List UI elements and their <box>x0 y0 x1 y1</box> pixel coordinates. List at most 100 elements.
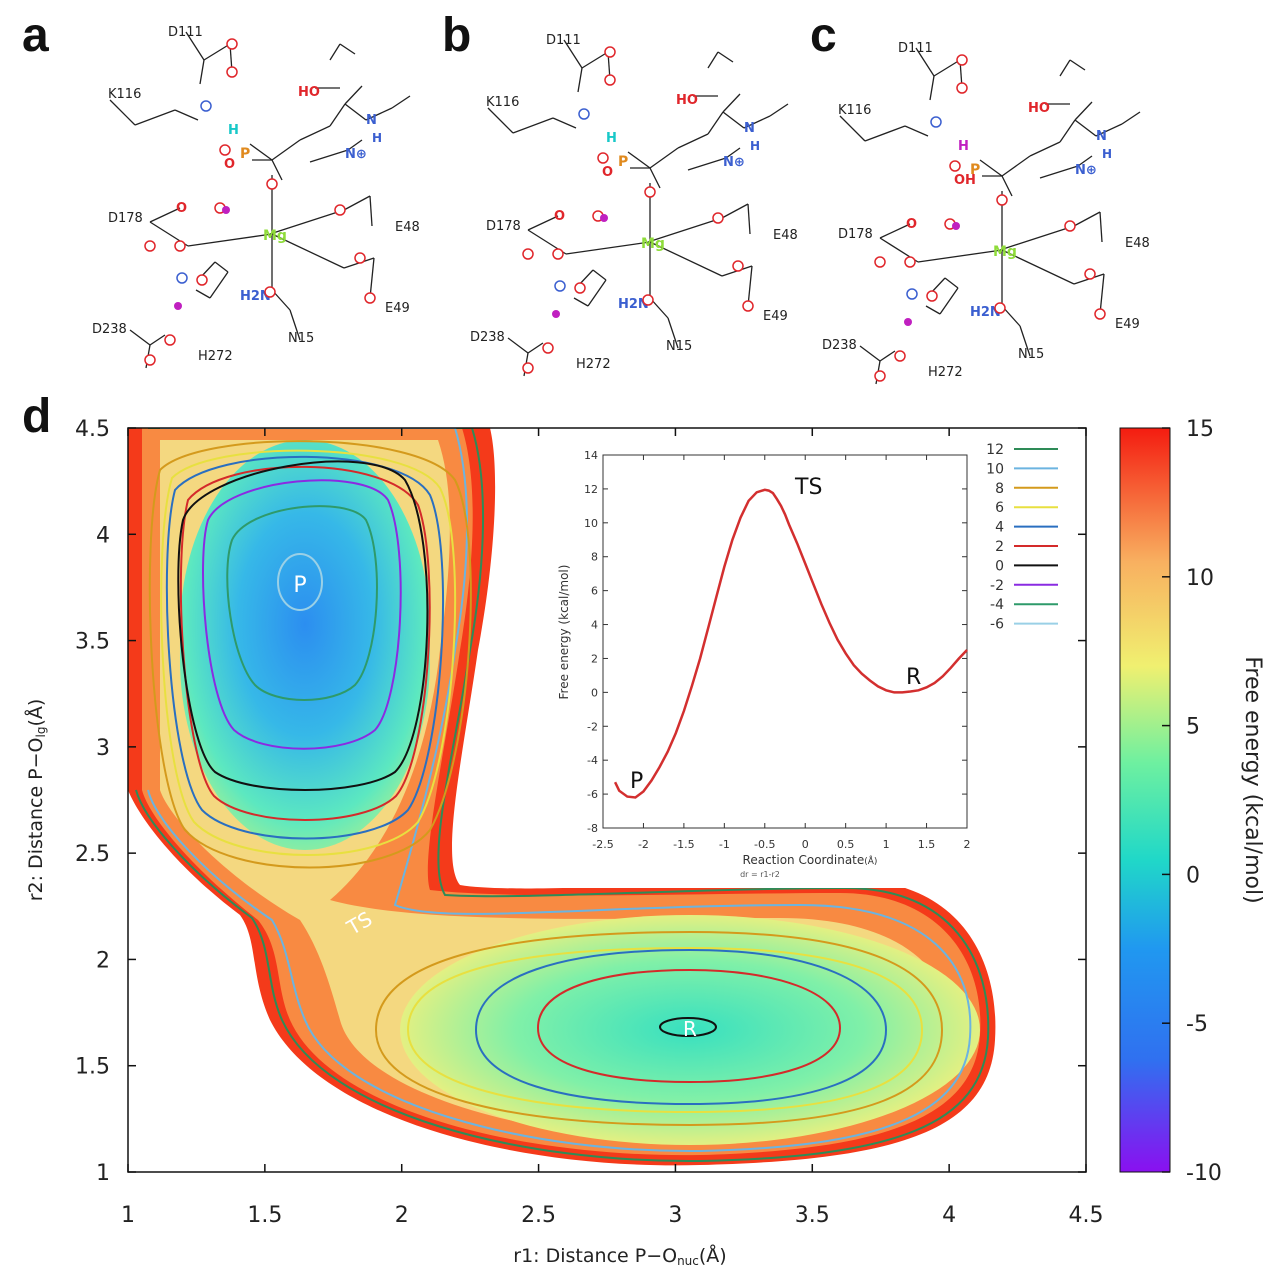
heatmap-y-axis-label-sub: lg <box>34 727 48 738</box>
molecule-bond <box>649 167 661 189</box>
heatmap-y-axis-label: r2: Distance P−Olg(Å) <box>24 699 48 902</box>
legend-entry-label: 6 <box>995 500 1004 516</box>
molecule-bond <box>743 115 771 129</box>
atom-label: N⊕ <box>723 155 745 170</box>
oxygen-atom <box>266 178 278 190</box>
molecule-bond <box>677 133 709 149</box>
oxygen-atom <box>264 286 276 298</box>
molecule-bond <box>647 217 723 243</box>
molecule-bond <box>344 103 367 121</box>
atom-label: H2N <box>618 297 649 312</box>
oxygen-atom <box>926 290 938 302</box>
molecule-bond <box>933 59 961 77</box>
molecule-bond <box>527 342 544 354</box>
molecule-bond <box>944 277 959 289</box>
molecule-bond <box>1019 325 1031 357</box>
oxygen-atom <box>226 38 238 50</box>
molecule-bond <box>925 305 941 315</box>
oxygen-atom <box>742 300 754 312</box>
residue-label: K116 <box>108 87 141 102</box>
atom-label: H2N <box>970 305 1001 320</box>
molecule-bond <box>649 241 723 277</box>
oxygen-atom <box>174 240 186 252</box>
oxygen-atom <box>874 256 886 268</box>
inset-y-tick-label: 12 <box>584 483 598 496</box>
residue-label: K116 <box>838 103 871 118</box>
atom-label: O <box>554 209 565 224</box>
molecule-bond <box>1029 141 1061 157</box>
nitrogen-atom <box>554 280 566 292</box>
oxygen-atom <box>956 82 968 94</box>
legend-entry-label: 8 <box>995 481 1004 497</box>
molecule-bond <box>722 93 741 113</box>
residue-label: E49 <box>1115 317 1140 332</box>
atom-label: N <box>744 121 755 136</box>
oxygen-atom <box>956 54 968 66</box>
heatmap-annotation-r: R <box>683 1017 697 1041</box>
residue-label: D111 <box>546 33 581 48</box>
legend-entry-label: 10 <box>986 461 1004 477</box>
heatmap-x-axis-label-main: r1: Distance P−O <box>513 1245 677 1267</box>
residue-label: H272 <box>928 365 963 380</box>
heatmap-x-tick-label: 3.5 <box>795 1203 830 1228</box>
oxygen-atom <box>994 302 1006 314</box>
legend-entry-label: -6 <box>990 617 1004 633</box>
inset-x-tick-label: -1 <box>719 838 730 851</box>
energy-well-p <box>180 440 430 850</box>
inset-x-tick-label: -2 <box>638 838 649 851</box>
legend-entry-label: -2 <box>990 578 1004 594</box>
residue-label: D111 <box>168 25 203 40</box>
oxygen-atom <box>542 342 554 354</box>
residue-label: D178 <box>486 219 521 234</box>
atom-label: HO <box>298 85 320 100</box>
oxygen-atom <box>552 248 564 260</box>
residue-label: D238 <box>92 322 127 337</box>
molecule-bond <box>707 111 724 135</box>
heatmap-y-axis-label-main: r2: Distance P−O <box>25 737 47 901</box>
atom-label: H <box>1102 147 1112 161</box>
molecule-bond <box>209 271 229 299</box>
molecule-bond <box>717 51 734 63</box>
heatmap-y-ticks: 1 1.5 2 2.5 3 3.5 4 4.5 <box>75 417 1086 1186</box>
molecule-bond <box>1001 249 1075 285</box>
residue-label: D178 <box>838 227 873 242</box>
contour-12 <box>135 428 990 1163</box>
inset-y-ticks: -8 -6 -4 -2 0 2 4 6 8 10 12 14 <box>584 449 967 835</box>
atom-label: O <box>906 217 917 232</box>
molecule-bond <box>299 125 331 141</box>
atom-label: P <box>240 146 250 162</box>
molecule-bond <box>329 103 346 127</box>
inset-x-tick-label: 2 <box>964 838 971 851</box>
molecule-bond <box>1073 211 1101 227</box>
atom-label: O <box>602 165 613 180</box>
molecule-bond <box>722 111 745 129</box>
molecule-bond <box>1121 111 1141 125</box>
residue-label: E48 <box>395 220 420 235</box>
oxygen-atom <box>522 362 534 374</box>
free-energy-heatmap: P TS R 1 1.5 2 2.5 3 3.5 4 4.5 1 1.5 2 2.5 3 3.5 4 4.5… <box>24 417 1104 1268</box>
atom-label: N⊕ <box>1075 163 1097 178</box>
nitrogen-atom <box>176 272 188 284</box>
molecule-bond <box>839 115 866 142</box>
molecule-bond <box>149 334 166 346</box>
colorbar-tick-label: 10 <box>1186 566 1214 591</box>
inset-plot-frame <box>602 454 968 829</box>
oxygen-atom <box>574 282 586 294</box>
molecule-bond <box>339 43 356 55</box>
inset-y-tick-label: 0 <box>591 686 598 699</box>
heatmap-x-tick-label: 1.5 <box>247 1203 282 1228</box>
molecule-bond <box>269 209 345 235</box>
oxygen-atom <box>894 350 906 362</box>
molecule-bond <box>563 39 583 69</box>
residue-label: D238 <box>470 330 505 345</box>
oxygen-atom <box>642 294 654 306</box>
oxygen-atom <box>597 152 609 164</box>
molecule-bond <box>721 203 749 219</box>
molecule-bond <box>203 43 231 61</box>
hydrogen-atom-marker <box>174 302 182 310</box>
molecule-bond <box>199 59 205 85</box>
molecule-bond <box>129 329 151 346</box>
inset-y-tick-label: 4 <box>591 619 598 632</box>
oxygen-atom <box>604 46 616 58</box>
